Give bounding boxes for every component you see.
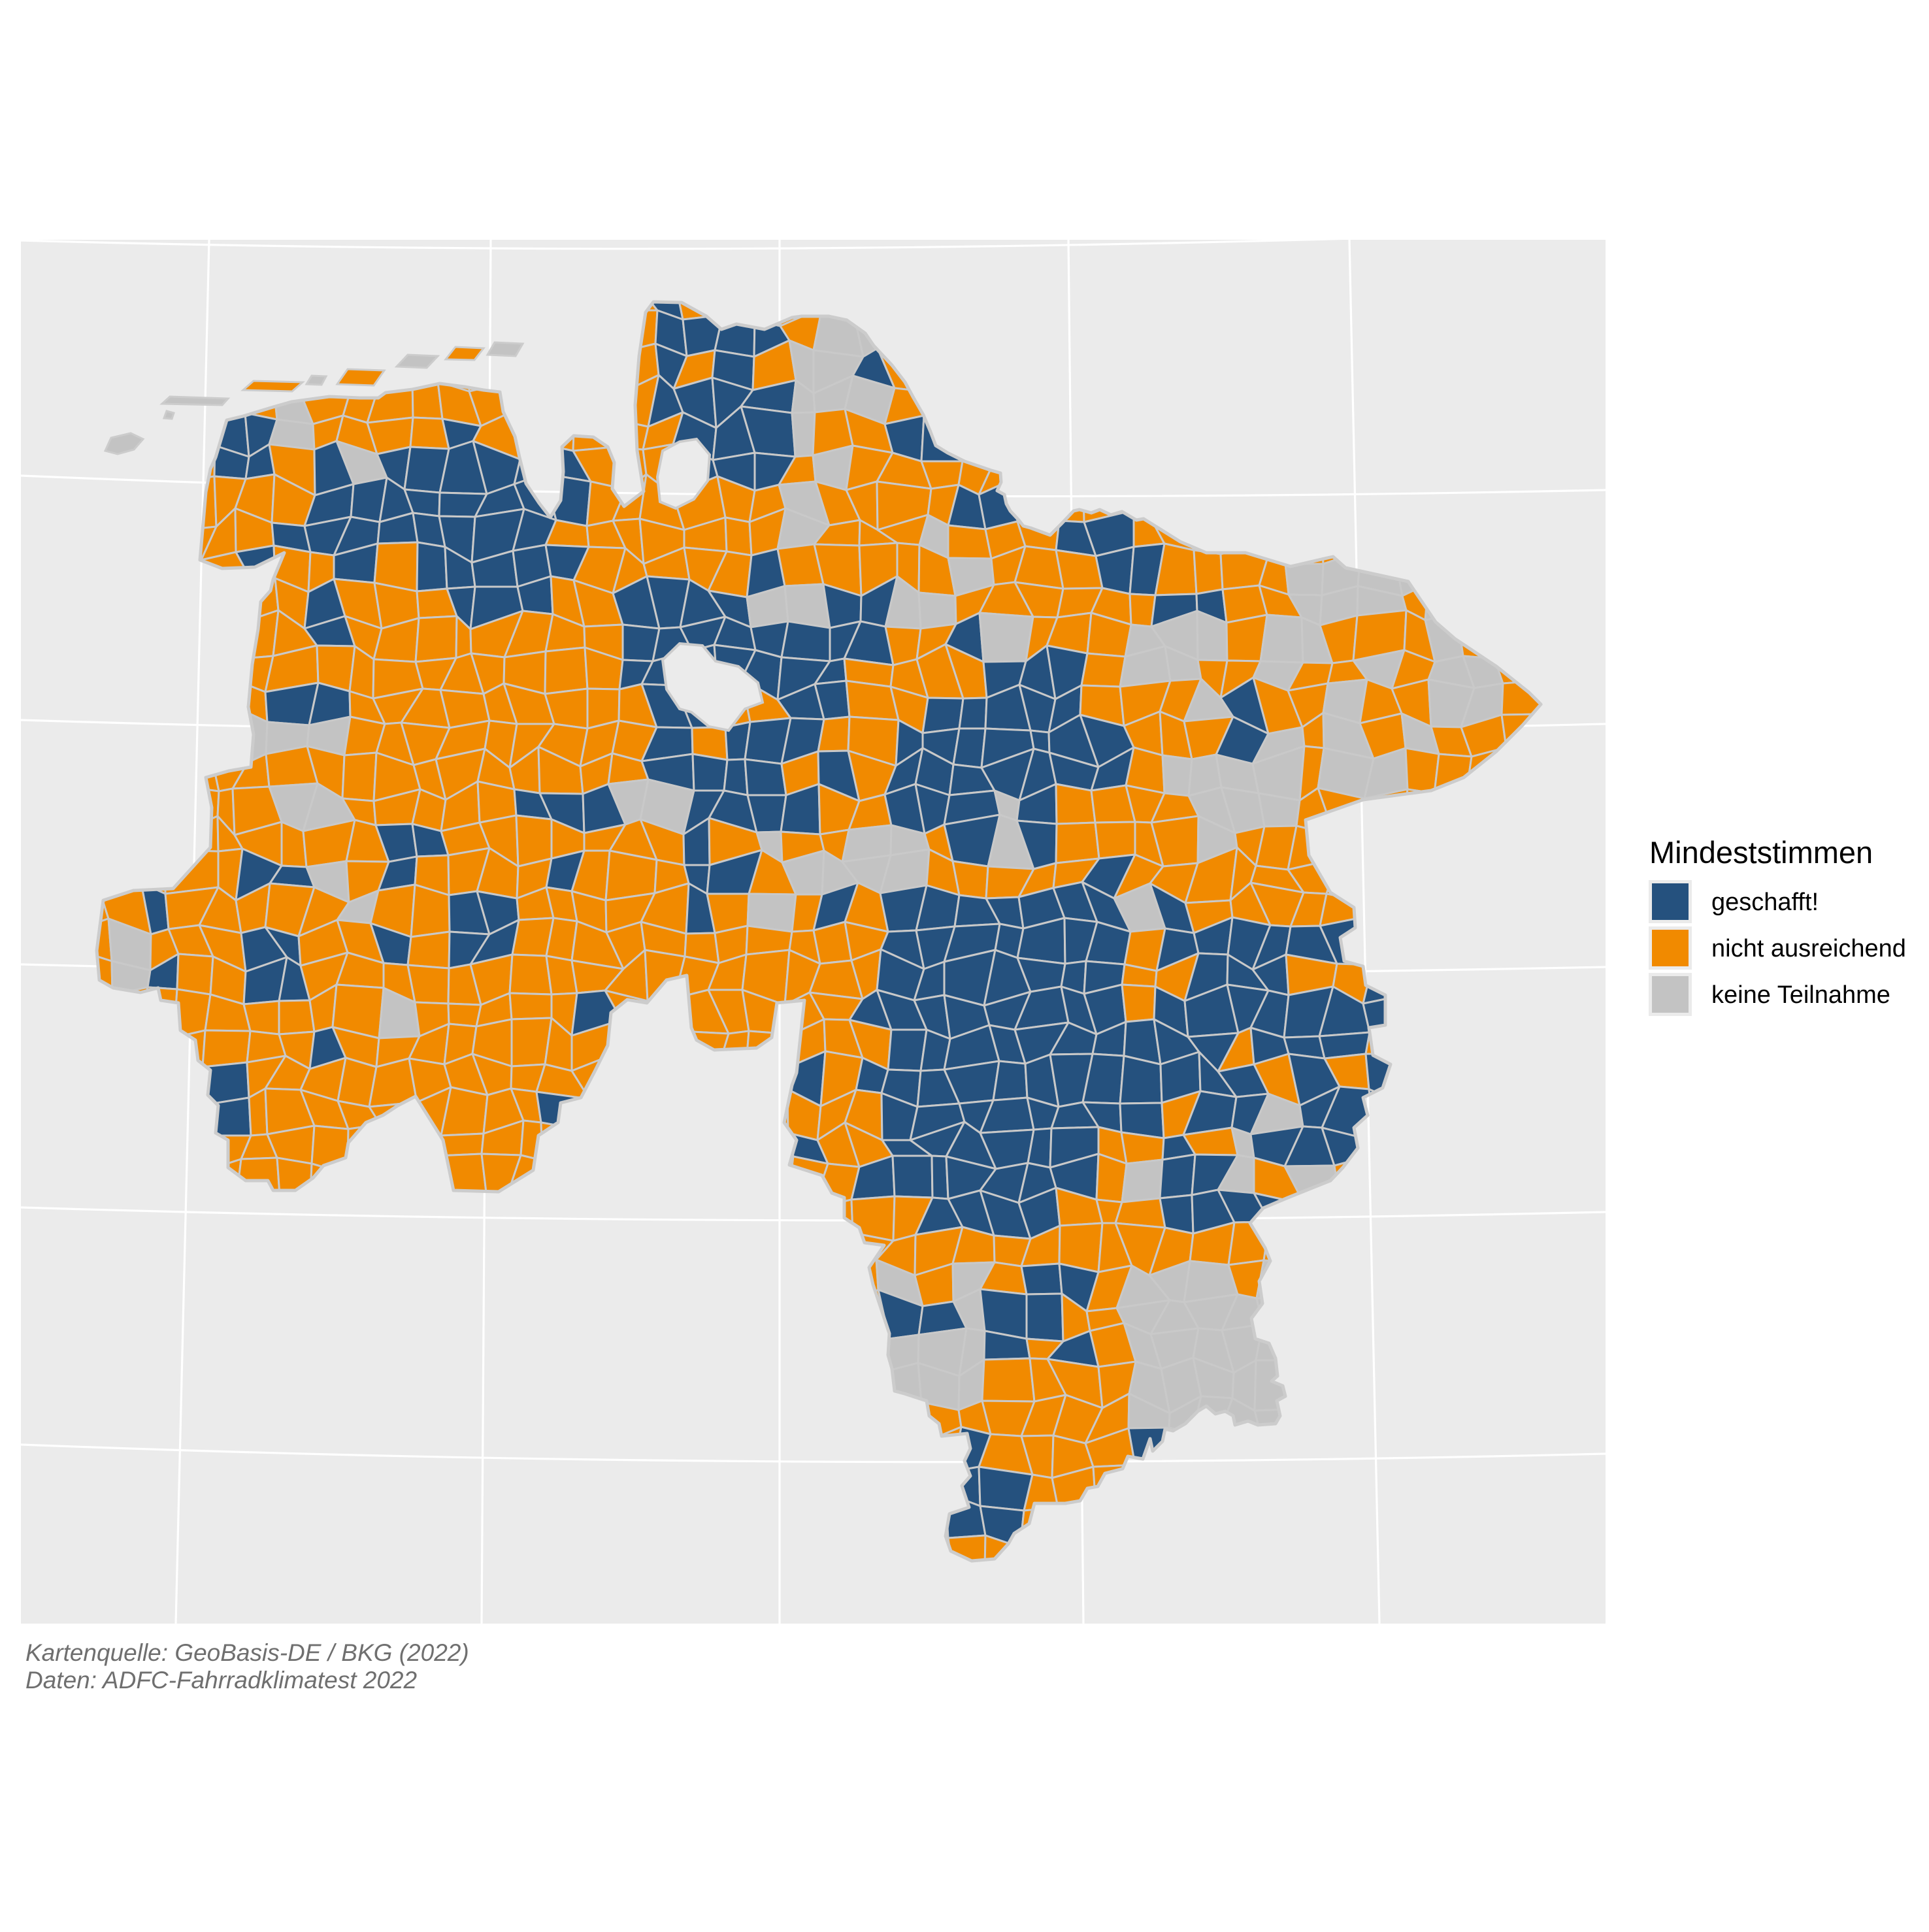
- svg-text:nicht ausreichend: nicht ausreichend: [1711, 935, 1906, 962]
- svg-text:Mindeststimmen: Mindeststimmen: [1649, 835, 1873, 870]
- svg-text:keine Teilnahme: keine Teilnahme: [1711, 981, 1890, 1009]
- svg-text:geschafft!: geschafft!: [1711, 889, 1819, 916]
- svg-text:Kartenquelle: GeoBasis-DE / BK: Kartenquelle: GeoBasis-DE / BKG (2022): [25, 1639, 469, 1666]
- svg-text:Daten: ADFC-Fahrradklimatest 2: Daten: ADFC-Fahrradklimatest 2022: [25, 1667, 418, 1694]
